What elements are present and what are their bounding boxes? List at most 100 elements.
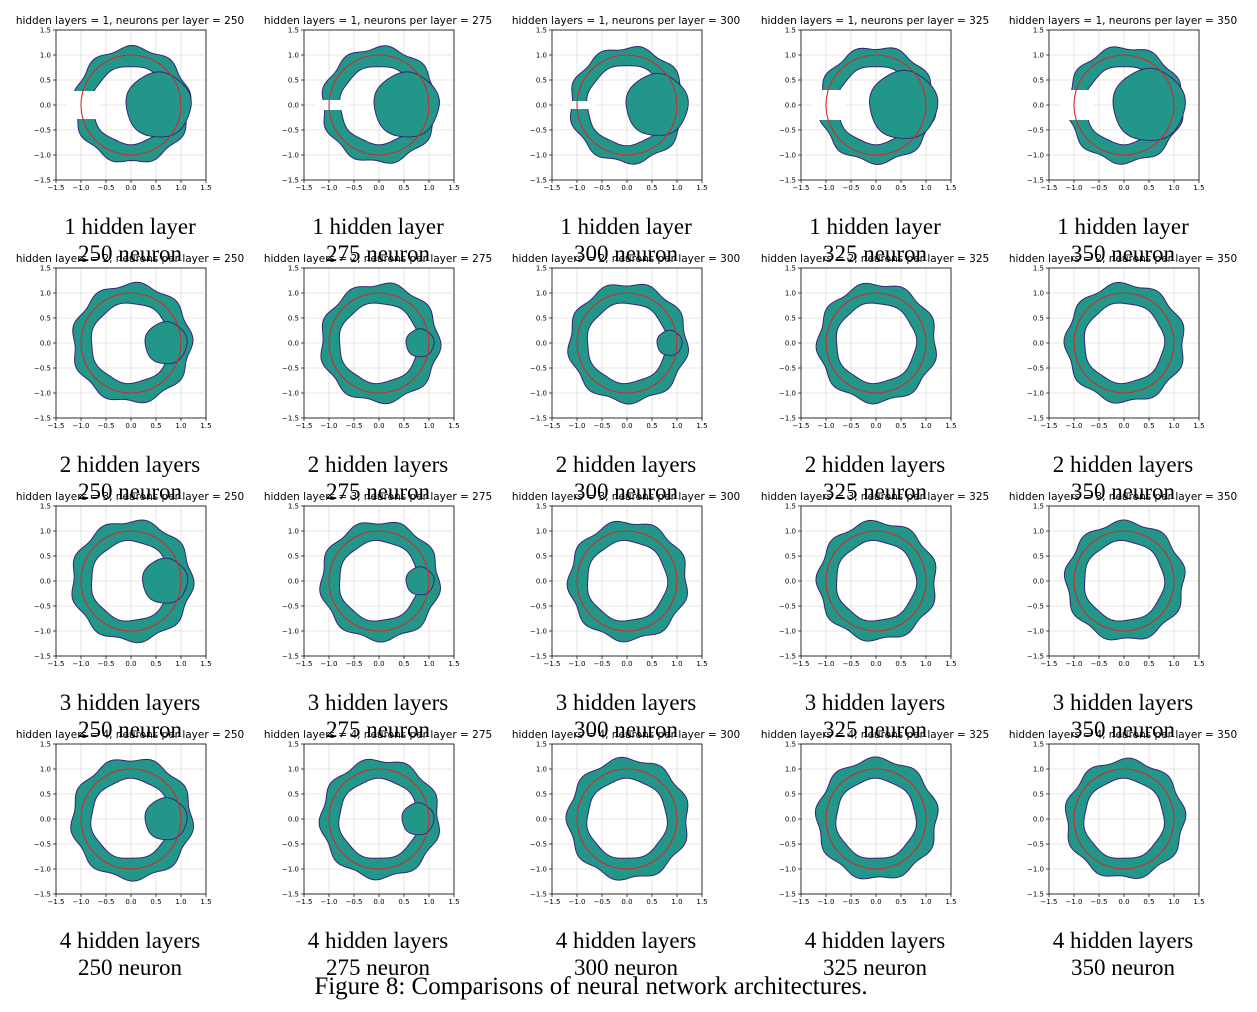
reference-circle bbox=[576, 530, 678, 632]
predicted-region bbox=[565, 756, 689, 881]
y-tick-label: −0.5 bbox=[1027, 365, 1044, 373]
region-ring bbox=[565, 756, 689, 881]
subplot-svg: hidden layers = 2, neurons per layer = 3… bbox=[1009, 253, 1237, 430]
panel-caption-neurons: 250 neuron bbox=[77, 717, 183, 742]
subplot-r1-c2: hidden layers = 1, neurons per layer = 2… bbox=[254, 12, 502, 266]
y-tick-label: −1.5 bbox=[282, 415, 299, 423]
subplot-svg: hidden layers = 2, neurons per layer = 3… bbox=[512, 253, 740, 430]
subplot-svg: hidden layers = 1, neurons per layer = 3… bbox=[1009, 15, 1237, 192]
subplot-r3-c5: hidden layers = 3, neurons per layer = 3… bbox=[999, 488, 1247, 742]
reference-circle bbox=[825, 54, 927, 156]
y-tick-label: 0.0 bbox=[288, 578, 299, 586]
y-tick-label: 1.0 bbox=[288, 528, 299, 536]
x-tick-label: 0.5 bbox=[1143, 422, 1154, 430]
y-tick-label: 0.5 bbox=[1033, 553, 1044, 561]
y-tick-label: −1.0 bbox=[34, 152, 51, 160]
panel-caption-layers: 4 hidden layers bbox=[307, 928, 449, 953]
y-tick-label: −0.5 bbox=[34, 127, 51, 135]
y-tick-label: −1.5 bbox=[530, 415, 547, 423]
region-blob bbox=[373, 71, 440, 138]
y-tick-label: 0.0 bbox=[40, 578, 51, 586]
panel-caption-neurons: 275 neuron bbox=[325, 717, 431, 742]
y-tick-label: −1.0 bbox=[282, 152, 299, 160]
subplot-title: hidden layers = 4, neurons per layer = 2… bbox=[264, 729, 492, 741]
x-tick-label: 0.0 bbox=[1118, 660, 1129, 668]
x-tick-label: 0.0 bbox=[373, 660, 384, 668]
predicted-region bbox=[320, 282, 442, 405]
region-blob bbox=[1112, 67, 1186, 141]
x-tick-label: −1.0 bbox=[1066, 898, 1083, 906]
reference-circle bbox=[328, 768, 430, 870]
subplot-title: hidden layers = 1, neurons per layer = 2… bbox=[264, 15, 492, 27]
x-tick-label: 1.5 bbox=[448, 184, 459, 192]
subplot-title: hidden layers = 2, neurons per layer = 2… bbox=[16, 253, 244, 265]
x-tick-label: −1.5 bbox=[544, 660, 561, 668]
subplot-svg: hidden layers = 3, neurons per layer = 3… bbox=[512, 491, 740, 668]
predicted-region bbox=[1063, 519, 1186, 641]
subplot-title: hidden layers = 2, neurons per layer = 3… bbox=[512, 253, 740, 265]
x-tick-label: 0.5 bbox=[1143, 660, 1154, 668]
predicted-region bbox=[814, 756, 939, 880]
x-tick-label: 1.0 bbox=[671, 184, 682, 192]
y-tick-label: −1.5 bbox=[1027, 891, 1044, 899]
region-gap bbox=[314, 100, 349, 110]
region-ring bbox=[567, 283, 690, 405]
y-tick-label: −0.5 bbox=[530, 841, 547, 849]
panel-caption-neurons: 275 neuron bbox=[325, 955, 431, 980]
x-tick-label: −1.0 bbox=[569, 898, 586, 906]
x-tick-label: 0.0 bbox=[1118, 422, 1129, 430]
x-tick-label: −1.0 bbox=[1066, 422, 1083, 430]
predicted-region bbox=[811, 47, 939, 165]
x-tick-label: 0.5 bbox=[646, 898, 657, 906]
x-tick-label: −1.5 bbox=[544, 898, 561, 906]
x-tick-label: −0.5 bbox=[98, 660, 115, 668]
panel-caption-layers: 2 hidden layers bbox=[59, 452, 201, 477]
y-tick-label: 0.5 bbox=[288, 77, 299, 85]
y-tick-label: 1.0 bbox=[785, 766, 796, 774]
y-tick-label: 1.5 bbox=[536, 503, 547, 511]
panel-caption-layers: 4 hidden layers bbox=[59, 928, 201, 953]
x-tick-label: −1.0 bbox=[1066, 660, 1083, 668]
panel-caption-neurons: 300 neuron bbox=[573, 479, 679, 504]
y-tick-label: 1.0 bbox=[536, 52, 547, 60]
panel-caption-layers: 2 hidden layers bbox=[555, 452, 697, 477]
x-tick-label: 1.0 bbox=[175, 898, 186, 906]
x-tick-label: −1.0 bbox=[818, 898, 835, 906]
subplot-r2-c2: hidden layers = 2, neurons per layer = 2… bbox=[254, 250, 502, 504]
x-tick-label: −1.5 bbox=[544, 184, 561, 192]
region-ring bbox=[319, 521, 442, 643]
x-tick-label: −1.0 bbox=[321, 422, 338, 430]
y-tick-label: 0.5 bbox=[536, 791, 547, 799]
subplot-svg: hidden layers = 3, neurons per layer = 2… bbox=[16, 491, 244, 668]
subplot-title: hidden layers = 2, neurons per layer = 2… bbox=[264, 253, 492, 265]
subplot-svg: hidden layers = 4, neurons per layer = 3… bbox=[1009, 729, 1237, 906]
y-tick-label: 1.0 bbox=[1033, 528, 1044, 536]
reference-circle bbox=[825, 530, 927, 632]
y-tick-label: 1.5 bbox=[785, 27, 796, 35]
predicted-region bbox=[1063, 281, 1185, 404]
subplot-svg: hidden layers = 1, neurons per layer = 3… bbox=[761, 15, 989, 192]
x-tick-label: −1.0 bbox=[569, 184, 586, 192]
y-tick-label: 0.5 bbox=[536, 77, 547, 85]
subplot-r4-c1: hidden layers = 4, neurons per layer = 2… bbox=[6, 726, 254, 980]
x-tick-label: −1.5 bbox=[793, 660, 810, 668]
predicted-region bbox=[319, 521, 442, 643]
y-tick-label: 0.5 bbox=[1033, 77, 1044, 85]
x-tick-label: 1.0 bbox=[1168, 422, 1179, 430]
x-tick-label: −0.5 bbox=[594, 898, 611, 906]
y-tick-label: 0.0 bbox=[536, 340, 547, 348]
subplot-svg: hidden layers = 3, neurons per layer = 3… bbox=[1009, 491, 1237, 668]
x-tick-label: −0.5 bbox=[594, 422, 611, 430]
subplot-title: hidden layers = 1, neurons per layer = 3… bbox=[512, 15, 740, 27]
y-tick-label: 0.0 bbox=[536, 102, 547, 110]
y-tick-label: −1.0 bbox=[530, 152, 547, 160]
region-gap bbox=[811, 90, 846, 120]
y-tick-label: −1.0 bbox=[779, 628, 796, 636]
subplot-r2-c4: hidden layers = 2, neurons per layer = 3… bbox=[751, 250, 999, 504]
x-tick-label: 0.5 bbox=[646, 660, 657, 668]
subplot-title: hidden layers = 3, neurons per layer = 2… bbox=[16, 491, 244, 503]
x-tick-label: −1.0 bbox=[818, 422, 835, 430]
x-tick-label: 0.5 bbox=[895, 184, 906, 192]
x-tick-label: 0.5 bbox=[398, 184, 409, 192]
y-tick-label: −1.5 bbox=[282, 891, 299, 899]
